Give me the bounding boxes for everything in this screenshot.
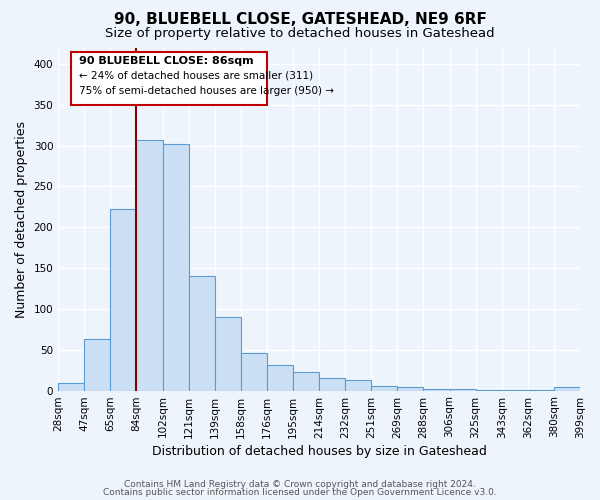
- Bar: [449, 389, 476, 390]
- Bar: [319, 378, 345, 390]
- Bar: [371, 386, 397, 390]
- Text: 90, BLUEBELL CLOSE, GATESHEAD, NE9 6RF: 90, BLUEBELL CLOSE, GATESHEAD, NE9 6RF: [113, 12, 487, 28]
- Text: ← 24% of detached houses are smaller (311): ← 24% of detached houses are smaller (31…: [79, 71, 313, 81]
- Text: 90 BLUEBELL CLOSE: 86sqm: 90 BLUEBELL CLOSE: 86sqm: [79, 56, 254, 66]
- Text: Contains public sector information licensed under the Open Government Licence v3: Contains public sector information licen…: [103, 488, 497, 497]
- Bar: [163, 144, 188, 390]
- X-axis label: Distribution of detached houses by size in Gateshead: Distribution of detached houses by size …: [152, 444, 487, 458]
- Bar: [188, 276, 215, 390]
- Bar: [215, 317, 241, 390]
- Bar: [424, 389, 449, 390]
- Bar: [293, 372, 319, 390]
- Y-axis label: Number of detached properties: Number of detached properties: [15, 120, 28, 318]
- Bar: [136, 140, 163, 390]
- Bar: [345, 380, 371, 390]
- Bar: [267, 365, 293, 390]
- Bar: [110, 209, 136, 390]
- Bar: [397, 388, 424, 390]
- Bar: [58, 383, 84, 390]
- Bar: [84, 339, 110, 390]
- Bar: [554, 388, 580, 390]
- Text: Size of property relative to detached houses in Gateshead: Size of property relative to detached ho…: [105, 28, 495, 40]
- Text: Contains HM Land Registry data © Crown copyright and database right 2024.: Contains HM Land Registry data © Crown c…: [124, 480, 476, 489]
- Bar: [241, 353, 267, 391]
- Text: 75% of semi-detached houses are larger (950) →: 75% of semi-detached houses are larger (…: [79, 86, 334, 96]
- FancyBboxPatch shape: [71, 52, 267, 104]
